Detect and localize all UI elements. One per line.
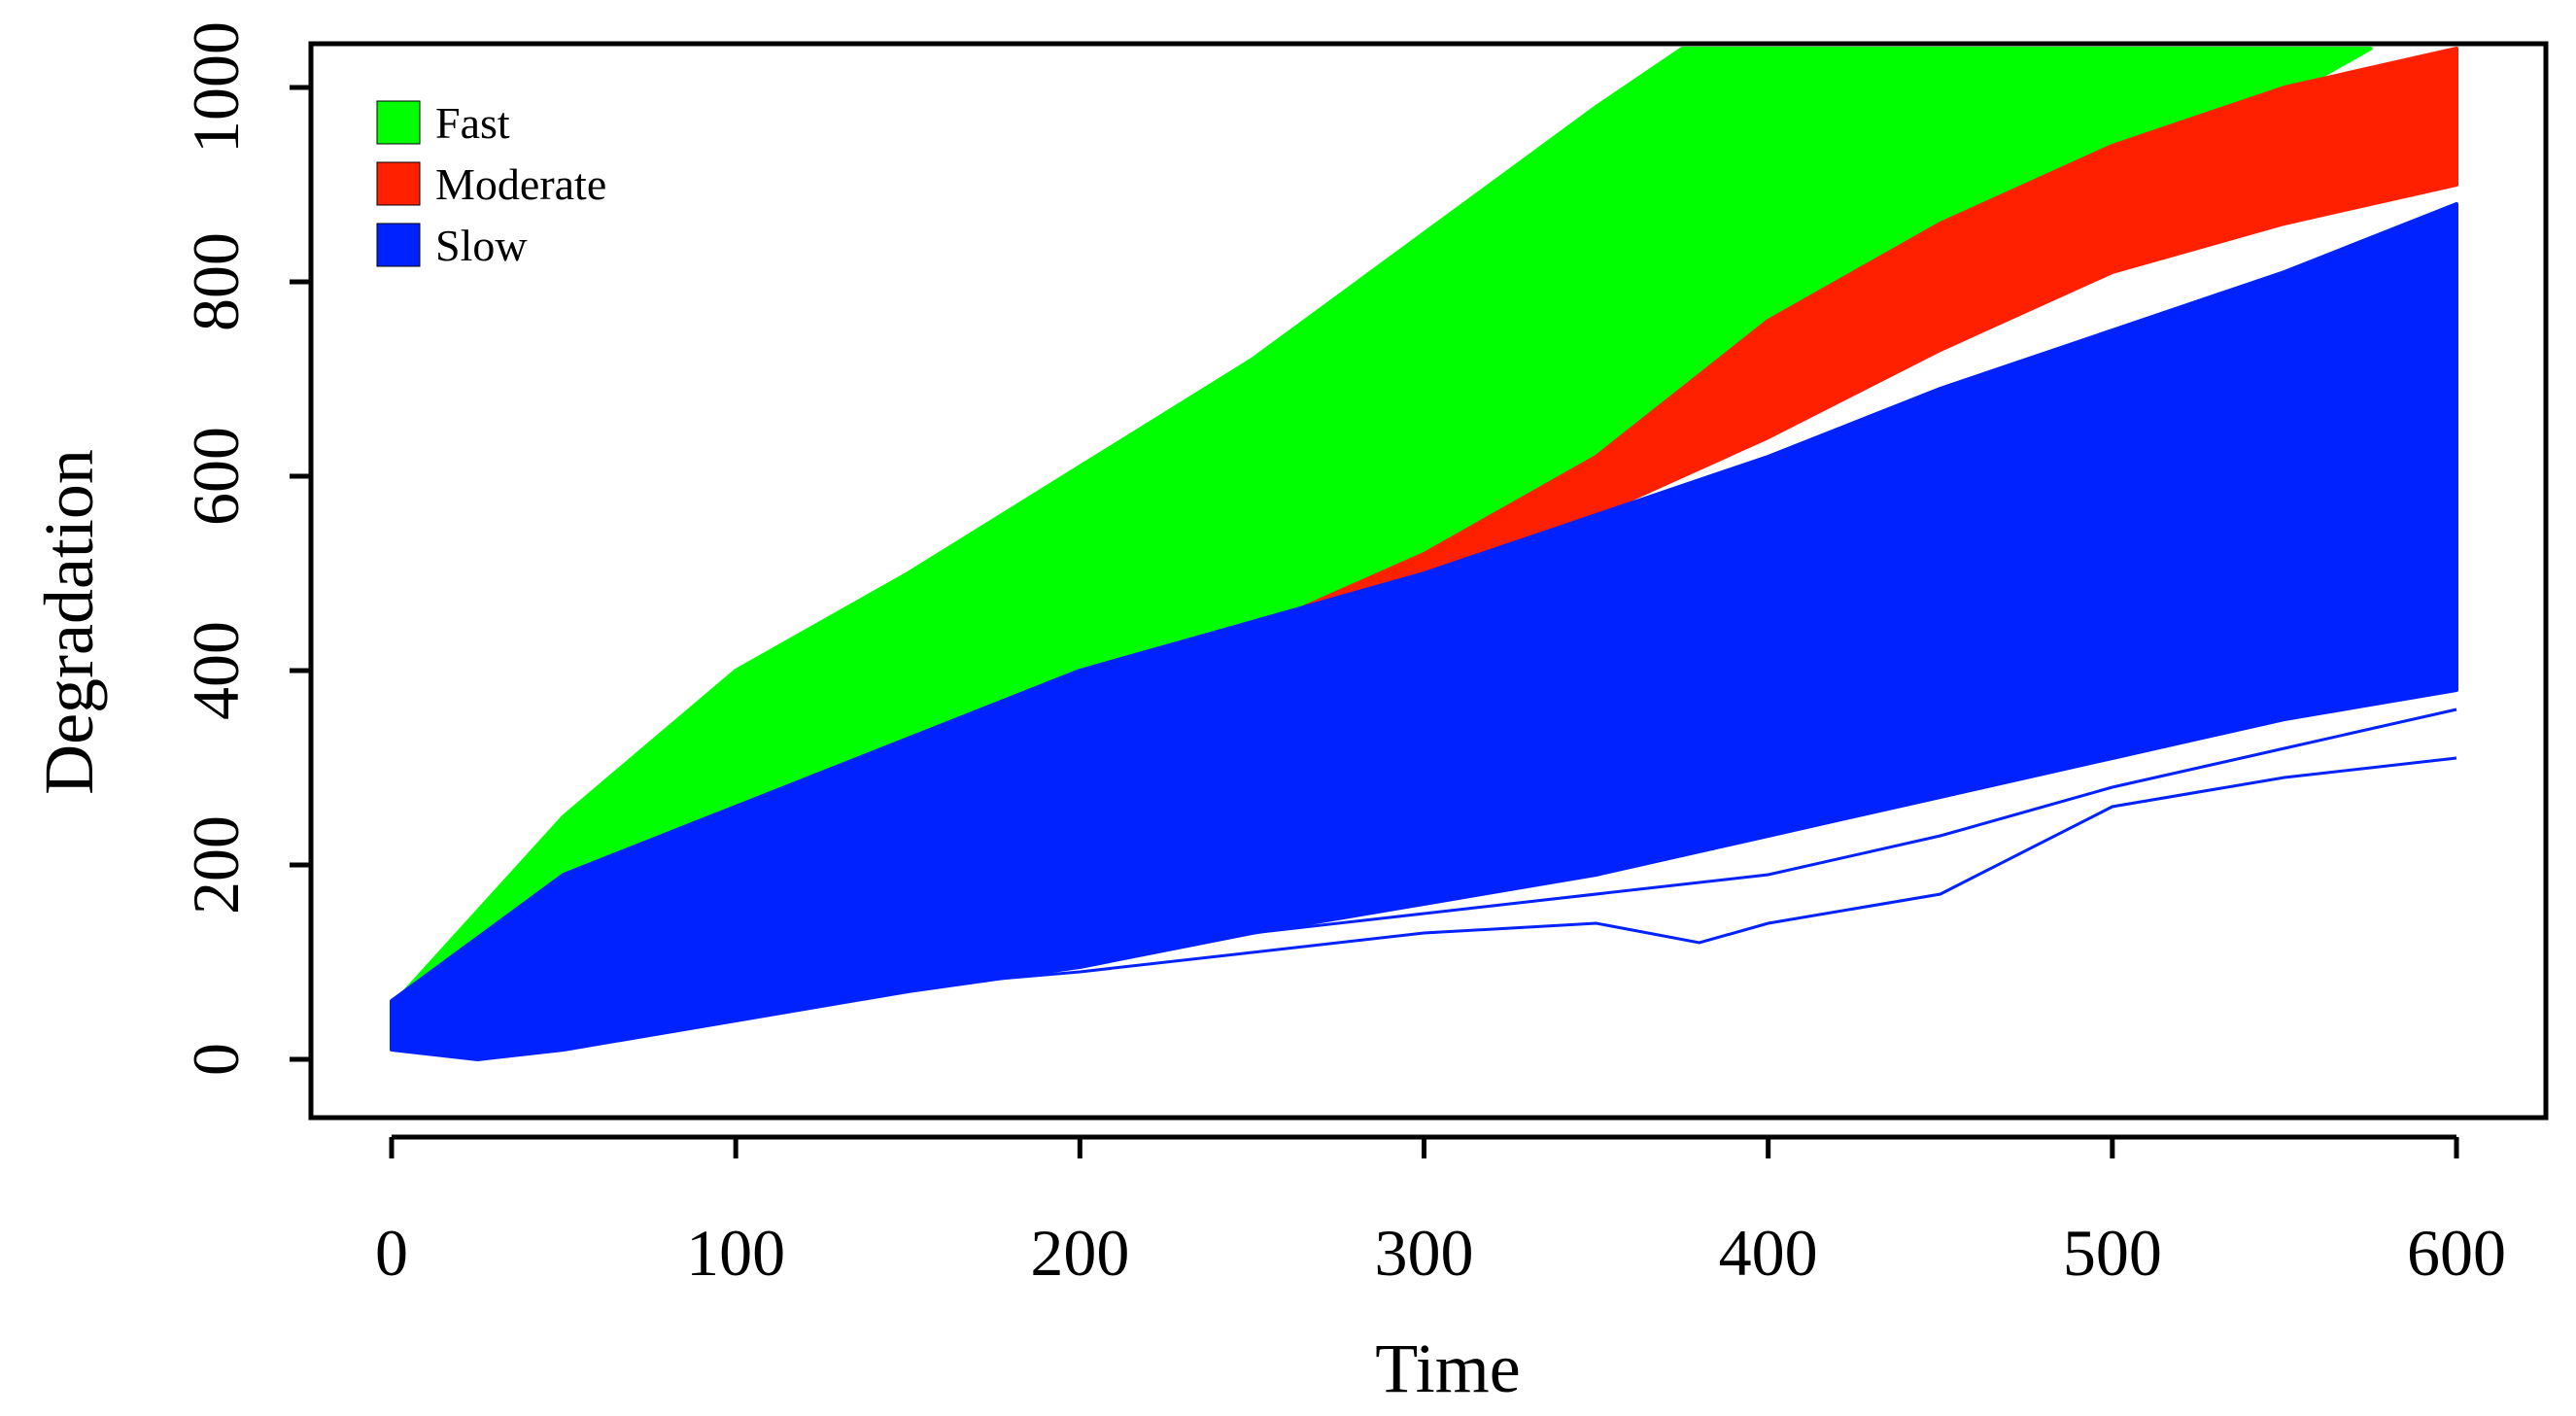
legend-label: Fast [435, 98, 510, 148]
legend-label: Moderate [435, 159, 606, 209]
legend-label: Slow [435, 221, 528, 270]
series-outlier-line [391, 708, 2457, 1037]
legend-swatch [376, 223, 421, 267]
legend-item-moderate: Moderate [376, 159, 606, 209]
y-tick-label: 0 [179, 1043, 253, 1076]
y-tick-label: 200 [179, 815, 253, 915]
y-tick-label: 800 [179, 232, 253, 331]
x-tick-label: 0 [375, 1216, 408, 1290]
y-tick-label: 1000 [179, 21, 253, 154]
x-tick-label: 100 [686, 1216, 785, 1290]
series-outlier-line [391, 756, 2457, 1042]
legend-swatch [376, 161, 421, 206]
y-tick-label: 600 [179, 427, 253, 526]
x-tick-label: 500 [2063, 1216, 2162, 1290]
x-tick-label: 200 [1030, 1216, 1129, 1290]
x-axis-title: Time [1375, 1330, 1520, 1407]
y-axis-title: Degradation [30, 449, 108, 795]
x-tick-label: 400 [1719, 1216, 1818, 1290]
legend-item-fast: Fast [376, 98, 510, 148]
legend: Fast Moderate Slow [376, 98, 606, 270]
x-axis: 0 100 200 300 400 500 600 [375, 1134, 2506, 1290]
legend-item-slow: Slow [376, 221, 528, 270]
data-series-group [390, 47, 2458, 1061]
y-axis: 0 200 400 600 800 1000 [179, 21, 314, 1076]
series-band-slow [390, 202, 2458, 1061]
x-tick-label: 600 [2407, 1216, 2506, 1290]
legend-swatch [376, 100, 421, 145]
series-slow [390, 202, 2458, 1061]
y-tick-label: 400 [179, 621, 253, 720]
x-tick-label: 300 [1375, 1216, 1474, 1290]
